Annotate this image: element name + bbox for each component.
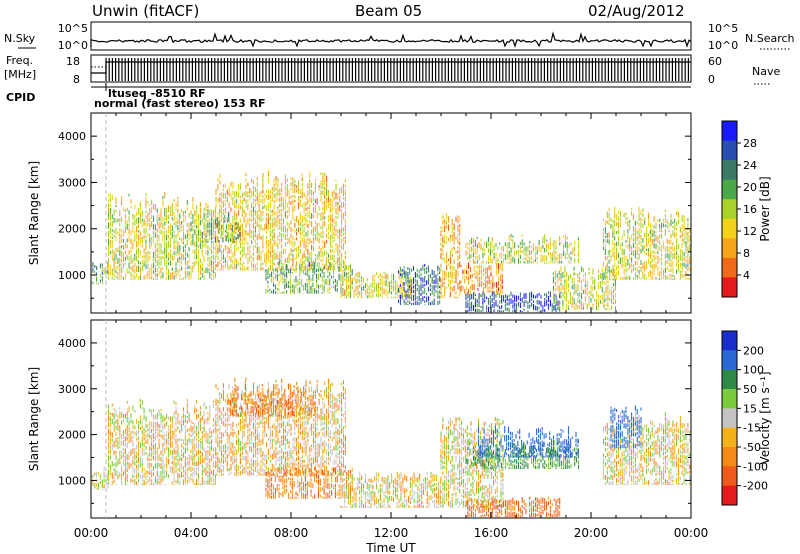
colorbar-swatch: [722, 179, 737, 200]
colorbar-tick-label: 24: [743, 159, 757, 172]
ytick-label: 3000: [58, 176, 86, 189]
cpid-line-1: ltuseq -8510 RF: [108, 87, 206, 100]
colorbar-tick-label: 16: [743, 203, 757, 216]
nave-tick-bottom: 0: [708, 73, 715, 86]
nsky-frame: [90, 21, 692, 51]
nave-tick-top: 60: [708, 55, 722, 68]
ytick-label: 4000: [58, 130, 86, 143]
colorbar-tick-label: 20: [743, 181, 757, 194]
power-panel: 1000 2000 3000 4000 Slant Range [km] 4 8 12 16 20…: [27, 112, 772, 314]
nsky-tick-top-right: 10^5: [708, 22, 738, 35]
freq-tick-top: 18: [66, 55, 80, 68]
nave-label: Nave: [752, 65, 780, 78]
freq-label: Freq.: [6, 54, 33, 67]
cpid-label: CPID: [6, 91, 35, 104]
velocity-scatter: [90, 377, 691, 518]
power-colorbar: 4 8 12 16 20 24 28 Power [dB]: [721, 120, 772, 298]
freq-tick-bottom: 8: [73, 73, 80, 86]
nsky-trace: [90, 31, 692, 48]
power-scatter: [90, 170, 691, 313]
colorbar-tick-label: 28: [743, 137, 757, 150]
colorbar-swatch: [722, 218, 737, 239]
beam-title: Beam 05: [355, 2, 422, 20]
power-colorbar-label: Power [dB]: [758, 176, 772, 241]
colorbar-tick-label: 12: [743, 225, 757, 238]
station-title: Unwin (fitACF): [92, 2, 199, 20]
freq-strip: Freq. [MHz] 18 8 60 0 Nave: [4, 54, 780, 86]
nsky-tick-bottom: 10^0: [58, 39, 88, 52]
nsky-strip: N.Sky 10^5 10^0 10^5 10^0 N.Search: [4, 21, 795, 52]
nsky-label: N.Sky: [4, 32, 36, 45]
colorbar-swatch: [722, 199, 737, 220]
cpid-line-2: normal (fast stereo) 153 RF: [94, 97, 266, 110]
colorbar-swatch: [722, 160, 737, 181]
colorbar-tick-label: 8: [743, 247, 750, 260]
colorbar-tick-label: 4: [743, 269, 750, 282]
ytick-label: 1000: [58, 269, 86, 282]
colorbar-swatch: [722, 238, 737, 259]
nsearch-label: N.Search: [745, 32, 795, 45]
cpid-strip: CPID ltuseq -8510 RF normal (fast stereo…: [6, 83, 691, 110]
ytick-label: 2000: [58, 223, 86, 236]
date-title: 02/Aug/2012: [588, 2, 685, 20]
freq-unit: [MHz]: [4, 68, 36, 81]
power-frame: [90, 112, 692, 314]
nsky-tick-bottom-right: 10^0: [708, 39, 738, 52]
power-ylabel: Slant Range [km]: [27, 161, 41, 265]
freq-frame: [90, 54, 692, 83]
colorbar-swatch: [722, 121, 737, 142]
colorbar-swatch: [722, 257, 737, 278]
colorbar-swatch: [722, 140, 737, 161]
nsky-tick-top: 10^5: [58, 22, 88, 35]
colorbar-swatch: [722, 277, 737, 298]
